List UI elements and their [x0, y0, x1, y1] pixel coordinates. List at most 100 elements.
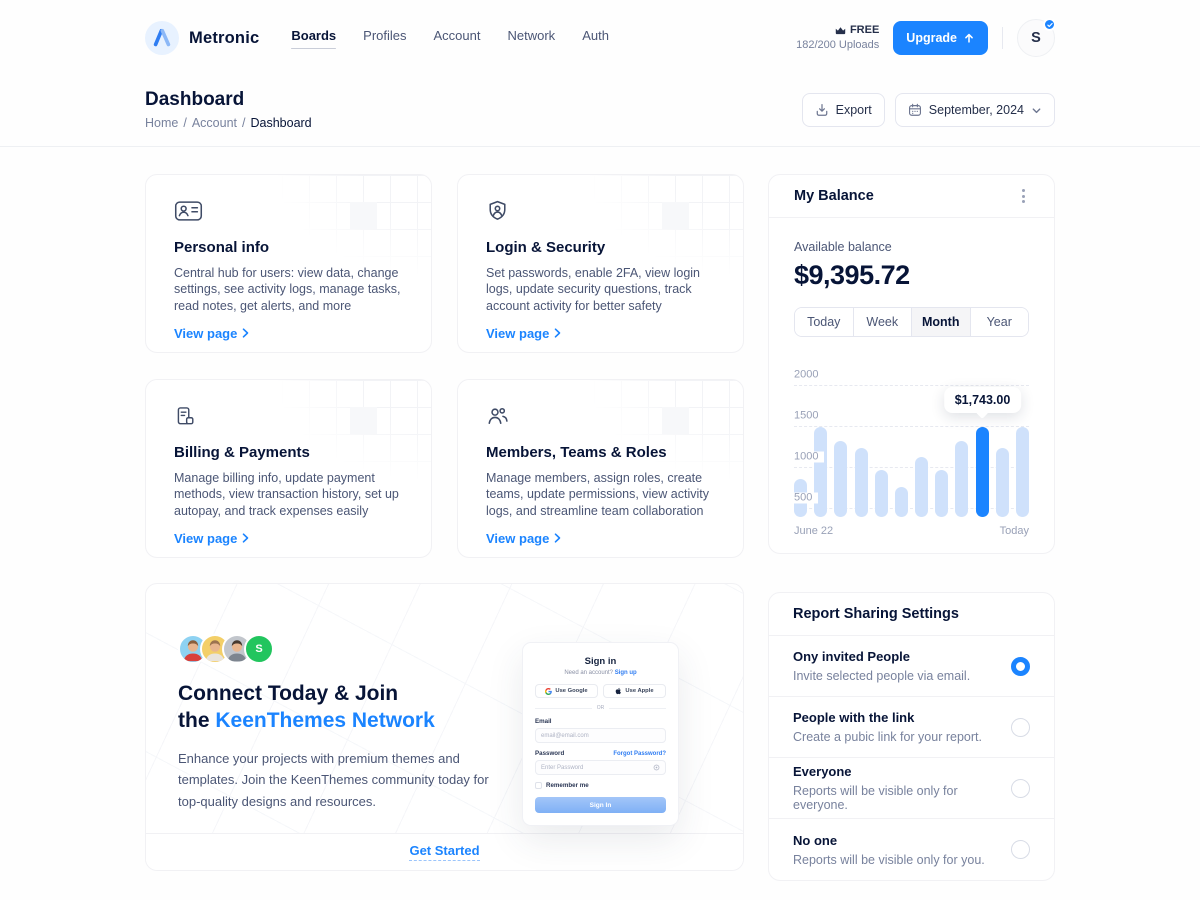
export-button[interactable]: Export	[801, 93, 885, 127]
breadcrumb-separator: /	[242, 116, 246, 130]
mock-or-divider: OR	[535, 705, 666, 711]
nav-item[interactable]: Profiles	[363, 27, 407, 43]
brand-name: Metronic	[189, 28, 260, 47]
mock-apple-button: Use Apple	[603, 684, 666, 698]
chart-bar[interactable]	[995, 448, 1009, 517]
sharing-card: Report Sharing Settings Ony invited Peop…	[768, 592, 1055, 881]
date-range-value: September, 2024	[928, 103, 1024, 117]
option-description: Create a pubic link for your report.	[793, 730, 982, 744]
plan-usage: 182/200 Uploads	[796, 39, 880, 51]
calendar-icon	[908, 103, 922, 117]
sharing-card-title: Report Sharing Settings	[769, 593, 1054, 636]
breadcrumb-item[interactable]: Dashboard	[250, 116, 312, 130]
nav-item[interactable]: Auth	[582, 27, 609, 43]
mock-remember-label: Remember me	[546, 782, 589, 789]
sharing-option-row[interactable]: Ony invited People Invite selected peopl…	[769, 636, 1054, 697]
navbar: Metronic Boards Profiles Account Network…	[145, 0, 1056, 76]
chart-bar[interactable]	[874, 470, 888, 517]
radio-button[interactable]	[1011, 717, 1030, 737]
kebab-menu-icon[interactable]	[1018, 185, 1029, 207]
chart-tooltip: $1,743.00	[943, 387, 1022, 413]
card-title: Billing & Payments	[174, 444, 310, 461]
option-title: Everyone	[793, 764, 852, 779]
period-tab[interactable]: Today	[795, 308, 854, 336]
option-title: People with the link	[793, 710, 915, 725]
chart-x-end-label: Today	[999, 525, 1029, 537]
plan-badge: FREE	[849, 24, 880, 36]
chart-bar[interactable]	[894, 487, 908, 517]
card-description: Central hub for users: view data, change…	[174, 266, 401, 313]
chart-bar[interactable]	[935, 470, 949, 517]
mock-password-label: Password	[535, 750, 565, 757]
chart-bar[interactable]	[834, 441, 848, 517]
card-title: Members, Teams & Roles	[486, 444, 667, 461]
sharing-option-row[interactable]: Everyone Reports will be visible only fo…	[769, 758, 1054, 819]
radio-button[interactable]	[1011, 656, 1030, 676]
mock-signin-title: Sign in	[584, 656, 617, 667]
export-icon	[815, 103, 829, 117]
nav-item[interactable]: Account	[433, 27, 481, 43]
mock-signup-prompt: Need an account? Sign up	[564, 670, 637, 676]
sharing-option-row[interactable]: No one Reports will be visible only for …	[769, 819, 1054, 880]
billing-icon	[174, 404, 403, 428]
mock-signup-link: Sign up	[614, 670, 637, 676]
view-page-link[interactable]: View page	[486, 326, 561, 341]
user-avatar[interactable]: S	[1017, 18, 1056, 57]
period-tab[interactable]: Year	[970, 308, 1028, 336]
eye-icon	[653, 764, 660, 771]
users-icon	[486, 404, 715, 428]
view-page-link[interactable]: View page	[174, 326, 249, 341]
chart-gridline	[794, 385, 1029, 386]
feature-card-personal-info: Personal info Central hub for users: vie…	[145, 174, 432, 353]
chevron-right-icon	[554, 328, 561, 338]
chevron-right-icon	[242, 328, 249, 338]
member-avatar-initial: S	[244, 634, 274, 664]
chart-bar-highlighted[interactable]	[975, 427, 989, 517]
breadcrumb-item[interactable]: Account	[191, 116, 237, 130]
view-page-link[interactable]: View page	[486, 531, 561, 546]
option-title: No one	[793, 832, 838, 848]
chart-y-tick-label: 500	[794, 492, 819, 504]
signin-mockup-illustration: Sign in Need an account? Sign up Use Goo…	[522, 642, 679, 826]
apple-icon	[615, 687, 622, 695]
nav-item[interactable]: Boards	[291, 28, 336, 49]
sharing-option-row[interactable]: People with the link Create a pubic link…	[769, 697, 1054, 758]
verified-check-icon	[1043, 18, 1056, 31]
period-tab[interactable]: Month	[912, 308, 971, 336]
chart-bar[interactable]	[854, 448, 868, 517]
chart-y-tick-label: 2000	[794, 369, 825, 381]
get-started-link[interactable]: Get Started	[409, 843, 480, 861]
card-title: Personal info	[174, 239, 270, 256]
balance-chart: $1,743.00 500 1000 1500 2000	[794, 369, 1029, 517]
chart-bar[interactable]	[915, 457, 929, 517]
radio-button[interactable]	[1011, 840, 1030, 859]
card-description: Manage billing info, update payment meth…	[174, 471, 399, 518]
balance-amount: $9,395.72	[794, 260, 910, 290]
chart-bar[interactable]	[955, 441, 969, 517]
navbar-divider	[1002, 27, 1003, 49]
option-description: Reports will be visible only for everyon…	[793, 784, 958, 812]
available-balance-label: Available balance	[794, 240, 892, 254]
period-tab[interactable]: Week	[853, 308, 912, 336]
shield-user-icon	[486, 199, 715, 223]
chevron-down-icon	[1031, 105, 1042, 116]
balance-card: My Balance Available balance $9,395.72 T…	[768, 174, 1055, 554]
period-tabs: Today Week Month Year	[794, 307, 1029, 337]
radio-button[interactable]	[1011, 778, 1030, 798]
date-picker-button[interactable]: September, 2024	[894, 93, 1055, 127]
chart-bar[interactable]	[814, 427, 828, 517]
view-page-link[interactable]: View page	[174, 531, 249, 546]
promo-title-highlight: KeenThemes Network	[215, 709, 435, 733]
nav-item[interactable]: Network	[507, 27, 556, 43]
upgrade-arrow-icon	[963, 32, 975, 44]
brand[interactable]: Metronic	[145, 21, 259, 55]
chart-gridline	[794, 507, 1029, 509]
balance-card-title: My Balance	[794, 188, 874, 204]
mock-signin-button: Sign In	[535, 797, 666, 813]
main-nav: Boards Profiles Account Network Auth	[291, 28, 609, 49]
breadcrumb-item[interactable]: Home	[145, 116, 179, 130]
chart-bar[interactable]	[1015, 427, 1029, 517]
chart-x-axis: June 22 Today	[794, 525, 1029, 537]
option-description: Invite selected people via email.	[793, 669, 971, 683]
upgrade-button[interactable]: Upgrade	[893, 21, 988, 55]
